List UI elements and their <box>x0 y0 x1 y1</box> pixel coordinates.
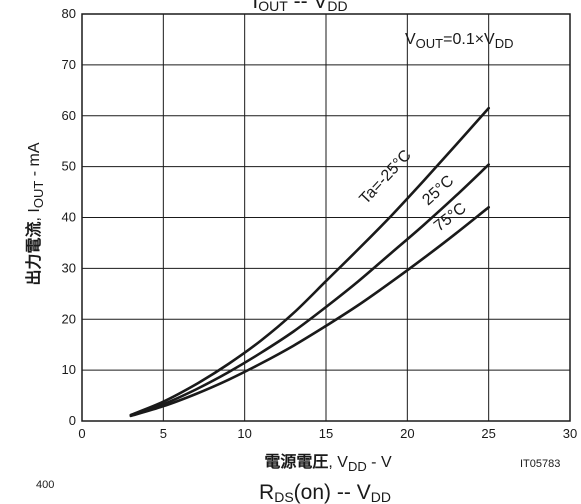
next-chart-ytick: 400 <box>36 479 54 491</box>
y-tick-label: 20 <box>62 311 76 326</box>
x-axis-ticks: 0 5 10 15 20 25 30 <box>78 426 577 441</box>
x-tick-label: 5 <box>160 426 167 441</box>
y-axis-label: 出力電流, IOUT - mA <box>24 142 46 285</box>
series-label-75: 75°C <box>431 200 470 235</box>
series-curve-minus25 <box>129 106 490 417</box>
y-axis-ticks: 0 10 20 30 40 50 60 70 80 <box>62 6 76 428</box>
series-curve-25 <box>129 163 490 417</box>
series-curve-75 <box>129 206 490 418</box>
x-tick-label: 0 <box>78 426 85 441</box>
y-tick-label: 0 <box>69 413 76 428</box>
plot-grid <box>82 14 570 421</box>
x-tick-label: 15 <box>319 426 333 441</box>
x-tick-label: 30 <box>563 426 577 441</box>
x-tick-label: 25 <box>481 426 495 441</box>
series-curves <box>129 106 490 418</box>
x-tick-label: 20 <box>400 426 414 441</box>
plot-frame <box>81 13 571 422</box>
y-tick-label: 60 <box>62 108 76 123</box>
next-chart-title: RDS(on) -- VDD <box>259 481 391 504</box>
y-tick-label: 40 <box>62 210 76 225</box>
x-axis-label: 電源電圧, VDD - V <box>264 452 392 474</box>
y-tick-label: 50 <box>62 159 76 174</box>
condition-label: VOUT=0.1×VDD <box>405 31 514 51</box>
y-tick-label: 80 <box>62 6 76 21</box>
x-tick-label: 10 <box>237 426 251 441</box>
y-tick-label: 30 <box>62 260 76 275</box>
y-tick-label: 70 <box>62 57 76 72</box>
figure-code: IT05783 <box>520 458 560 470</box>
chart-title: IOUT -- VDD <box>252 0 347 14</box>
y-tick-label: 10 <box>62 362 76 377</box>
